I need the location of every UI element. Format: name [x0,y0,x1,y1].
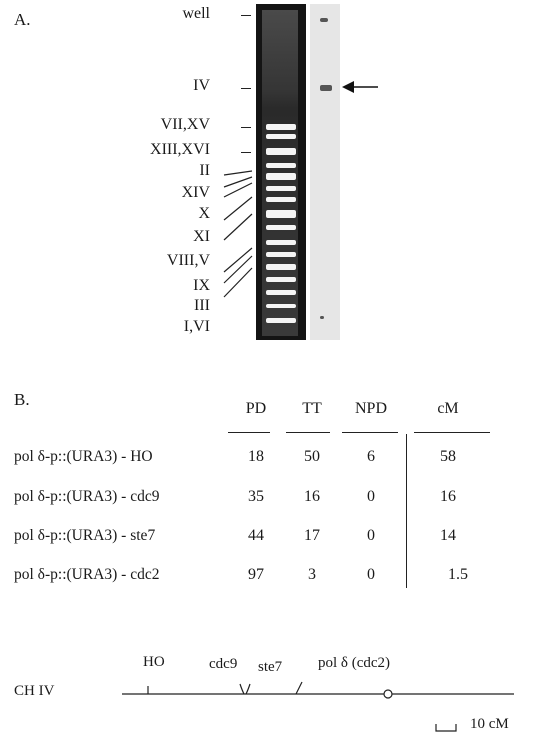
locus-ste7: ste7 [258,659,283,675]
cell-tt: 50 [304,448,320,465]
cell-pd: 44 [248,527,264,544]
gel-band [266,264,296,270]
slanted-ticks [223,170,253,298]
tick-well [241,15,251,16]
cell-cm: 16 [440,488,456,505]
locus-ho: HO [143,654,165,670]
chr-label-iii: III [194,297,210,314]
chr-label-xiv: XIV [181,184,210,201]
cell-pd: 97 [248,566,264,583]
row-label: pol δ-p::(URA3) - cdc2 [14,566,160,583]
column-divider [406,434,407,588]
scale-bar [435,724,457,732]
gel-band [266,277,296,282]
header-underline [228,432,270,433]
chr-label-ii: II [199,162,210,179]
cell-tt: 3 [308,566,316,583]
blot-spot [320,18,328,22]
gel-band [266,252,296,257]
chromosome-map [122,681,514,699]
header-underline [414,432,490,433]
blot-spot-iv [320,85,332,91]
cell-cm: 1.5 [448,566,468,583]
cell-cm: 58 [440,448,456,465]
chr-label-x: X [198,205,210,222]
gel-band [266,173,296,180]
cell-npd: 0 [367,527,375,544]
chr-label-i-vi: I,VI [183,318,210,335]
gel-band [266,304,296,308]
cell-cm: 14 [440,527,456,544]
cell-tt: 16 [304,488,320,505]
cell-pd: 35 [248,488,264,505]
cell-npd: 6 [367,448,375,465]
chr-label-iv: IV [193,77,210,94]
row-label: pol δ-p::(URA3) - ste7 [14,527,156,544]
gel-band [266,186,296,191]
gel-band [266,225,296,230]
header-npd: NPD [354,400,387,417]
gel-band [266,163,296,168]
gel-band [266,210,296,218]
chr-label-viii-v: VIII,V [166,252,210,269]
tick-vii-xv [241,127,251,128]
header-pd: PD [245,400,267,417]
header-tt: TT [302,400,322,417]
header-cm: cM [437,400,459,417]
gel-band [266,124,296,130]
chr-label-vii-xv: VII,XV [160,116,210,133]
locus-cdc9: cdc9 [209,656,238,672]
gel-band [266,197,296,202]
gel-band [266,148,296,155]
gel-band [266,318,296,323]
chromosome-label: CH IV [14,683,55,699]
header-underline [342,432,398,433]
row-label: pol δ-p::(URA3) - cdc9 [14,488,160,505]
blot-lane [310,4,340,340]
chr-label-xiii-xvi: XIII,XVI [150,141,210,158]
tick-iv [241,88,251,89]
scale-label: 10 cM [470,716,509,732]
arrow-icon [342,81,378,93]
cell-npd: 0 [367,488,375,505]
cell-npd: 0 [367,566,375,583]
gel-band [266,290,296,295]
panel-a-label: A. [14,10,31,29]
row-label: pol δ-p::(URA3) - HO [14,448,153,465]
panel-b-label: B. [14,390,30,409]
cell-pd: 18 [248,448,264,465]
blot-spot [320,316,324,319]
gel-band [266,134,296,139]
chr-label-ix: IX [193,277,210,294]
chr-label-well: well [182,5,210,22]
tick-xiii-xvi [241,152,251,153]
locus-pol-delta: pol δ (cdc2) [318,655,391,671]
header-underline [286,432,330,433]
cell-tt: 17 [304,527,320,544]
chr-label-xi: XI [193,228,210,245]
gel-band [266,240,296,245]
